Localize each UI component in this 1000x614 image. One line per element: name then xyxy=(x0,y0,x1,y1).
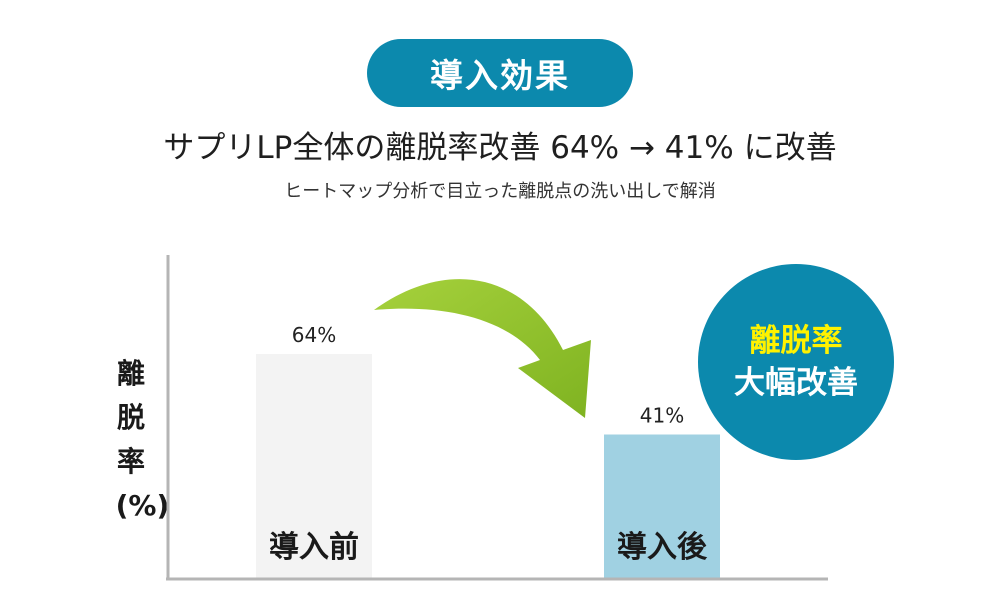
bars-layer: 64% 導入前 41% 導入後 xyxy=(256,323,720,578)
headline: サプリLP全体の離脱率改善 64% → 41% に改善 xyxy=(163,130,837,166)
category-label-after: 導入後 xyxy=(617,530,708,565)
bar-after xyxy=(604,434,720,578)
trend-arrow xyxy=(374,279,591,418)
improvement-badge: 離脱率 大幅改善 xyxy=(698,264,894,460)
category-label-before: 導入前 xyxy=(269,530,359,565)
data-label-after: 41% xyxy=(640,404,684,428)
badge-line1: 離脱率 xyxy=(749,323,843,359)
data-label-before: 64% xyxy=(292,323,336,347)
section-title: 導入効果 xyxy=(430,56,570,95)
section-title-pill: 導入効果 xyxy=(367,39,633,107)
subheadline: ヒートマップ分析で目立った離脱点の洗い出しで解消 xyxy=(284,181,716,202)
badge-line2: 大幅改善 xyxy=(734,365,858,401)
bar-before xyxy=(256,354,372,578)
y-axis-label: 離脱率(%) xyxy=(96,352,170,528)
